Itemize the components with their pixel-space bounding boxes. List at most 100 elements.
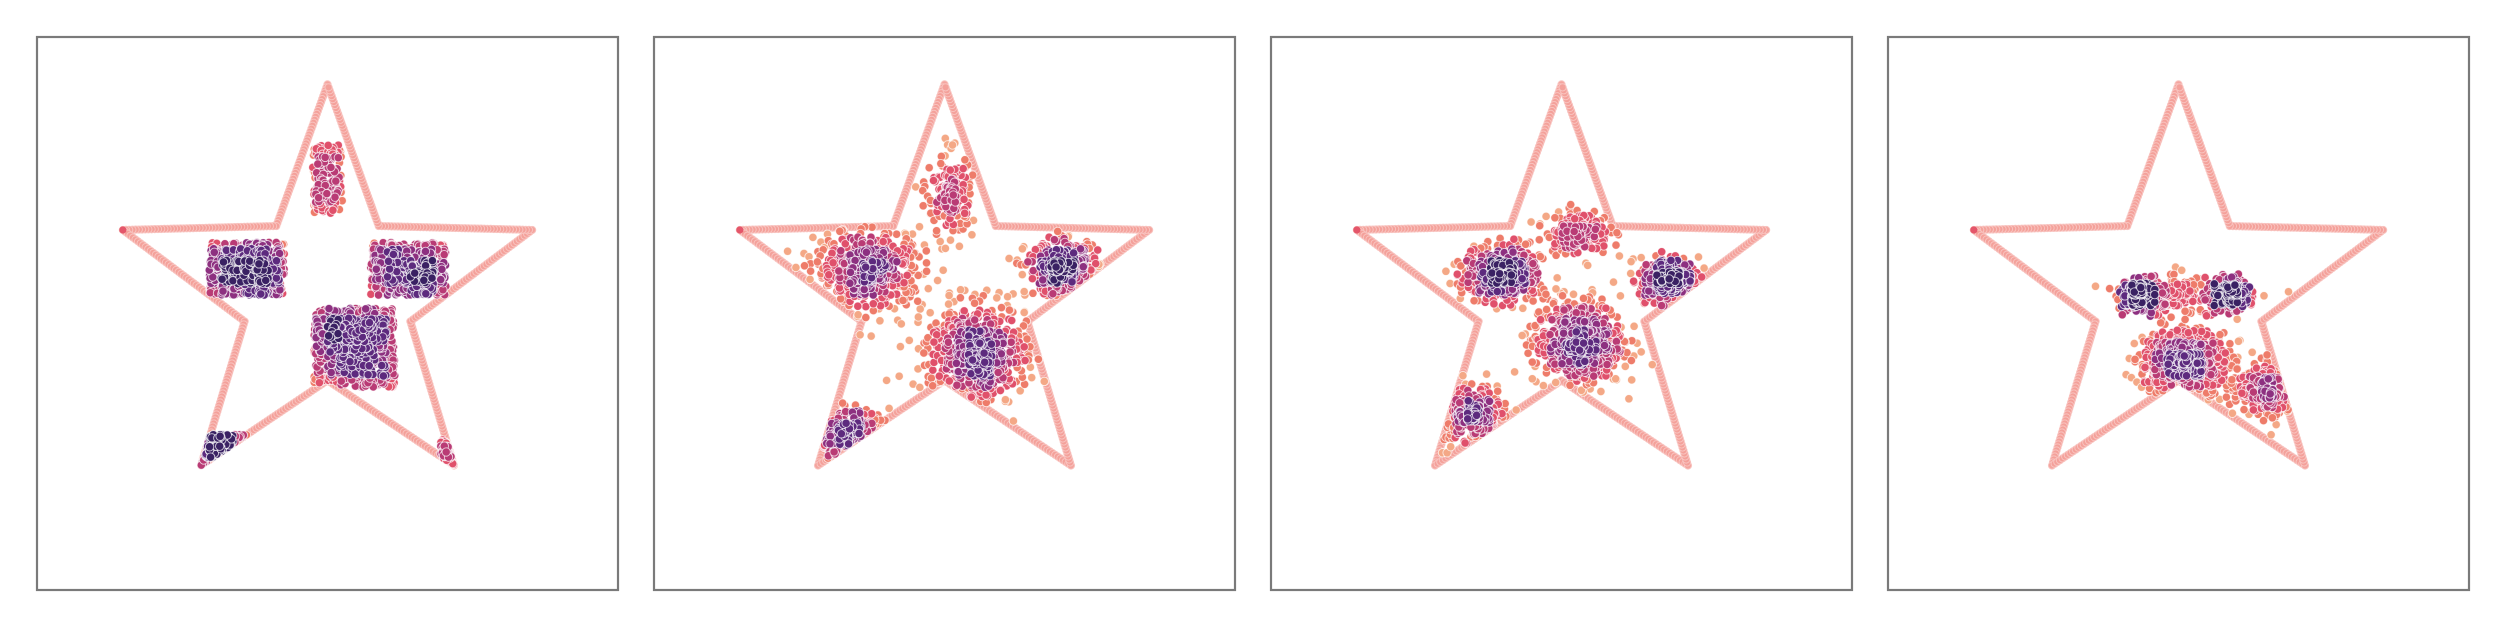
data-point bbox=[921, 266, 932, 276]
data-point bbox=[938, 265, 948, 275]
data-point bbox=[441, 447, 451, 457]
data-point bbox=[333, 153, 343, 163]
boundary-point bbox=[324, 83, 333, 92]
data-point bbox=[204, 442, 215, 452]
data-point bbox=[1019, 286, 1029, 297]
data-point bbox=[924, 163, 934, 173]
data-point bbox=[943, 299, 954, 309]
data-point bbox=[1017, 244, 1028, 254]
data-point bbox=[951, 358, 962, 368]
data-point bbox=[861, 247, 872, 257]
data-point bbox=[854, 428, 864, 439]
data-point bbox=[382, 272, 393, 282]
data-point bbox=[995, 385, 1006, 396]
data-point bbox=[975, 338, 985, 348]
data-point bbox=[875, 316, 885, 326]
data-point bbox=[427, 273, 437, 283]
data-point bbox=[345, 356, 355, 367]
data-point bbox=[271, 256, 282, 266]
data-point bbox=[1027, 372, 1037, 383]
data-point bbox=[330, 192, 340, 202]
data-point bbox=[378, 371, 389, 381]
data-point bbox=[410, 268, 420, 278]
data-point bbox=[952, 380, 962, 390]
boundary-point bbox=[119, 226, 127, 234]
data-point bbox=[218, 286, 228, 296]
data-point bbox=[313, 193, 324, 203]
data-point bbox=[868, 299, 878, 309]
data-point bbox=[947, 140, 958, 150]
data-point bbox=[364, 361, 374, 371]
data-point bbox=[841, 418, 851, 428]
data-point bbox=[1004, 305, 1015, 315]
data-point bbox=[1033, 354, 1044, 364]
data-point bbox=[805, 274, 815, 285]
data-point bbox=[420, 246, 431, 257]
data-point bbox=[845, 278, 855, 288]
data-point bbox=[915, 382, 925, 393]
data-point bbox=[993, 367, 1003, 378]
data-point bbox=[979, 348, 989, 358]
data-point bbox=[992, 293, 1002, 303]
data-point bbox=[209, 247, 219, 257]
panel-1 bbox=[35, 35, 620, 592]
data-point bbox=[853, 301, 863, 311]
data-point bbox=[967, 230, 977, 240]
data-point bbox=[896, 319, 906, 329]
data-point bbox=[1093, 245, 1103, 255]
data-point bbox=[928, 365, 938, 375]
data-point bbox=[1023, 257, 1033, 267]
data-point bbox=[363, 370, 373, 380]
data-point bbox=[881, 375, 892, 386]
data-point bbox=[1019, 342, 1029, 352]
data-point bbox=[919, 348, 929, 358]
data-point bbox=[955, 293, 966, 303]
data-point bbox=[1068, 248, 1079, 258]
data-point bbox=[808, 232, 818, 243]
data-point bbox=[837, 398, 848, 408]
data-point bbox=[892, 257, 902, 267]
data-point bbox=[940, 243, 951, 254]
data-point bbox=[1078, 262, 1088, 272]
data-point bbox=[836, 246, 846, 256]
data-point bbox=[859, 284, 869, 295]
data-point bbox=[254, 259, 264, 269]
data-point bbox=[1049, 235, 1060, 245]
data-point bbox=[436, 274, 446, 285]
data-point bbox=[323, 140, 333, 151]
data-point bbox=[921, 246, 931, 256]
data-point bbox=[954, 241, 965, 251]
data-point bbox=[986, 339, 997, 349]
data-point bbox=[928, 175, 939, 186]
data-point bbox=[791, 262, 801, 273]
data-point bbox=[799, 261, 810, 271]
data-point bbox=[271, 273, 282, 283]
data-point bbox=[1048, 289, 1058, 299]
data-point bbox=[843, 439, 854, 449]
data-point bbox=[966, 392, 976, 402]
data-point bbox=[945, 235, 956, 245]
data-point bbox=[437, 264, 447, 274]
data-point bbox=[1038, 275, 1048, 285]
data-point bbox=[878, 236, 888, 247]
data-point bbox=[1006, 337, 1016, 347]
data-point bbox=[371, 264, 381, 274]
data-point bbox=[967, 355, 978, 365]
data-point bbox=[1017, 269, 1027, 280]
boundary-point bbox=[736, 226, 744, 234]
data-point bbox=[943, 337, 954, 347]
data-point bbox=[245, 256, 255, 266]
data-point bbox=[948, 190, 958, 200]
data-point bbox=[934, 371, 944, 381]
data-point bbox=[834, 266, 844, 276]
data-point bbox=[205, 452, 216, 462]
data-point bbox=[913, 296, 923, 306]
data-point bbox=[1039, 376, 1049, 387]
data-point bbox=[215, 441, 225, 451]
data-point bbox=[217, 274, 227, 284]
data-point bbox=[955, 285, 966, 295]
data-point bbox=[945, 165, 955, 175]
data-point bbox=[1022, 334, 1032, 344]
data-point bbox=[853, 310, 863, 320]
